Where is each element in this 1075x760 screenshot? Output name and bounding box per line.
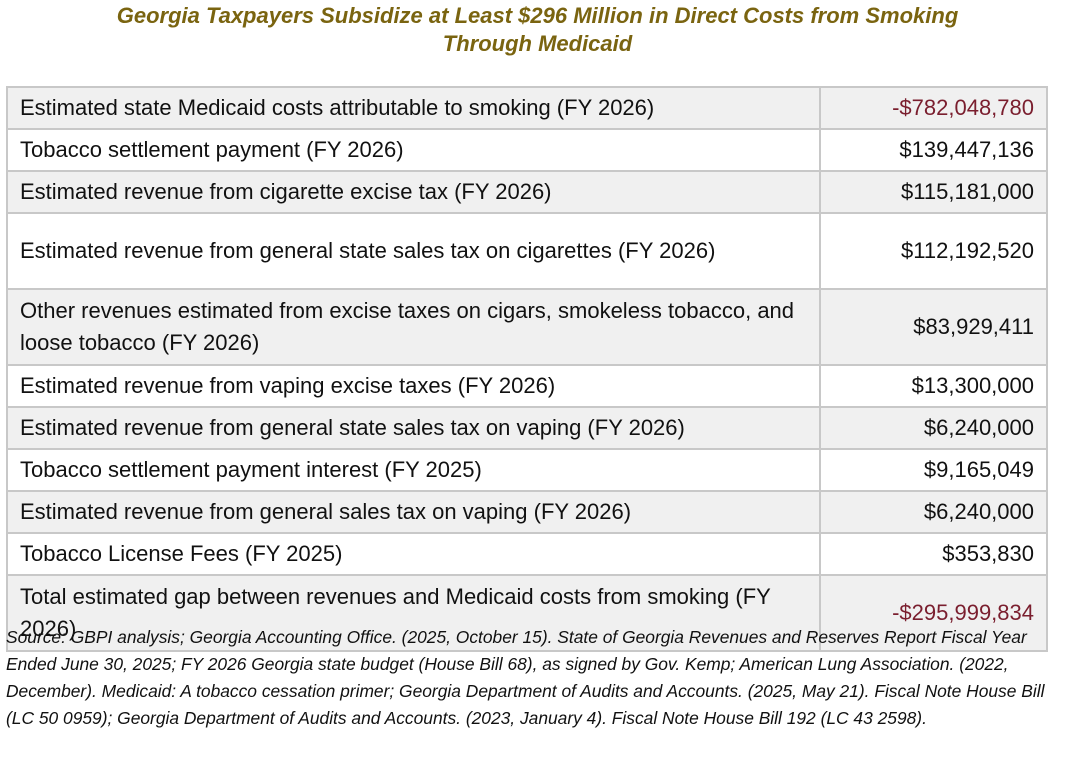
- row-label-cigarette-sales-tax: Estimated revenue from general state sal…: [6, 212, 821, 290]
- row-value-vaping-general-sales-tax: $6,240,000: [819, 490, 1048, 534]
- table-row: Tobacco settlement payment interest (FY …: [6, 448, 1048, 492]
- title-line-2: Through Medicaid: [442, 31, 633, 56]
- row-label-settlement-payment: Tobacco settlement payment (FY 2026): [6, 128, 821, 172]
- row-label-settlement-interest: Tobacco settlement payment interest (FY …: [6, 448, 821, 492]
- table-row: Estimated revenue from vaping excise tax…: [6, 364, 1048, 408]
- table-row: Estimated state Medicaid costs attributa…: [6, 86, 1048, 130]
- table-row: Estimated revenue from cigarette excise …: [6, 170, 1048, 214]
- row-label-medicaid-costs: Estimated state Medicaid costs attributa…: [6, 86, 821, 130]
- row-value-total-gap: -$295,999,834: [819, 574, 1048, 652]
- row-value-medicaid-costs: -$782,048,780: [819, 86, 1048, 130]
- row-value-license-fees: $353,830: [819, 532, 1048, 576]
- row-label-total-gap: Total estimated gap between revenues and…: [6, 574, 821, 652]
- row-label-vaping-excise: Estimated revenue from vaping excise tax…: [6, 364, 821, 408]
- cost-revenue-table: Estimated state Medicaid costs attributa…: [6, 86, 1048, 652]
- table-row: Other revenues estimated from excise tax…: [6, 288, 1048, 366]
- title-line-1: Georgia Taxpayers Subsidize at Least $29…: [116, 3, 959, 28]
- page-title: Georgia Taxpayers Subsidize at Least $29…: [0, 2, 1075, 58]
- row-label-vaping-general-sales-tax: Estimated revenue from general sales tax…: [6, 490, 821, 534]
- row-value-cigarette-excise: $115,181,000: [819, 170, 1048, 214]
- table-row: Estimated revenue from general sales tax…: [6, 490, 1048, 534]
- row-value-other-tobacco: $83,929,411: [819, 288, 1048, 366]
- row-label-vaping-state-sales-tax: Estimated revenue from general state sal…: [6, 406, 821, 450]
- row-label-license-fees: Tobacco License Fees (FY 2025): [6, 532, 821, 576]
- table-row: Total estimated gap between revenues and…: [6, 574, 1048, 652]
- table-row: Estimated revenue from general state sal…: [6, 406, 1048, 450]
- row-value-settlement-payment: $139,447,136: [819, 128, 1048, 172]
- row-label-other-tobacco: Other revenues estimated from excise tax…: [6, 288, 821, 366]
- source-note: Source: GBPI analysis; Georgia Accountin…: [6, 627, 1045, 728]
- row-value-cigarette-sales-tax: $112,192,520: [819, 212, 1048, 290]
- row-value-vaping-state-sales-tax: $6,240,000: [819, 406, 1048, 450]
- table-row: Estimated revenue from general state sal…: [6, 212, 1048, 290]
- row-value-settlement-interest: $9,165,049: [819, 448, 1048, 492]
- table-row: Tobacco License Fees (FY 2025) $353,830: [6, 532, 1048, 576]
- row-value-vaping-excise: $13,300,000: [819, 364, 1048, 408]
- row-label-cigarette-excise: Estimated revenue from cigarette excise …: [6, 170, 821, 214]
- table-row: Tobacco settlement payment (FY 2026) $13…: [6, 128, 1048, 172]
